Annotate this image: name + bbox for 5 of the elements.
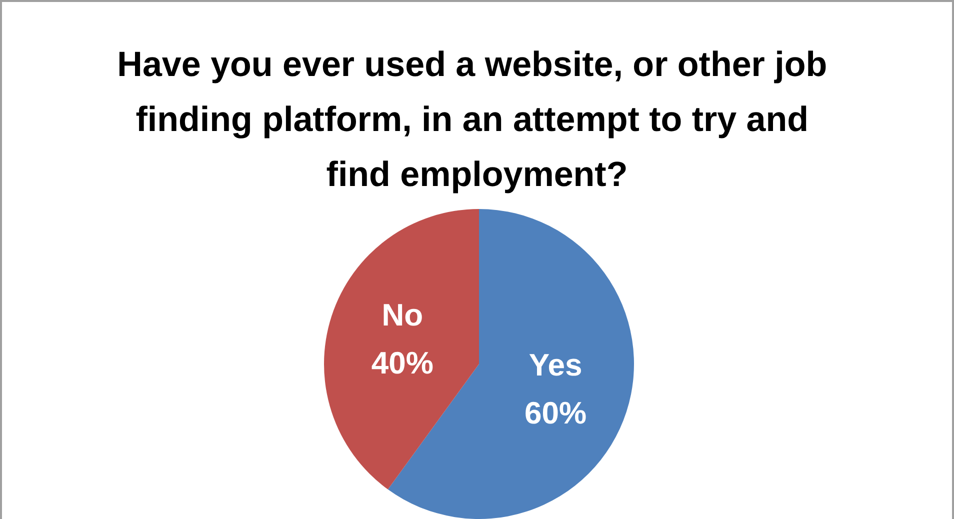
slice-label: Yes bbox=[528, 347, 582, 382]
data-label: 40% bbox=[371, 346, 434, 381]
chart-title: Have you ever used a website, or other job finding platform, in an attempt to try and find employment? bbox=[117, 45, 837, 194]
slice-label: No bbox=[382, 298, 424, 333]
data-label: 60% bbox=[524, 395, 587, 430]
